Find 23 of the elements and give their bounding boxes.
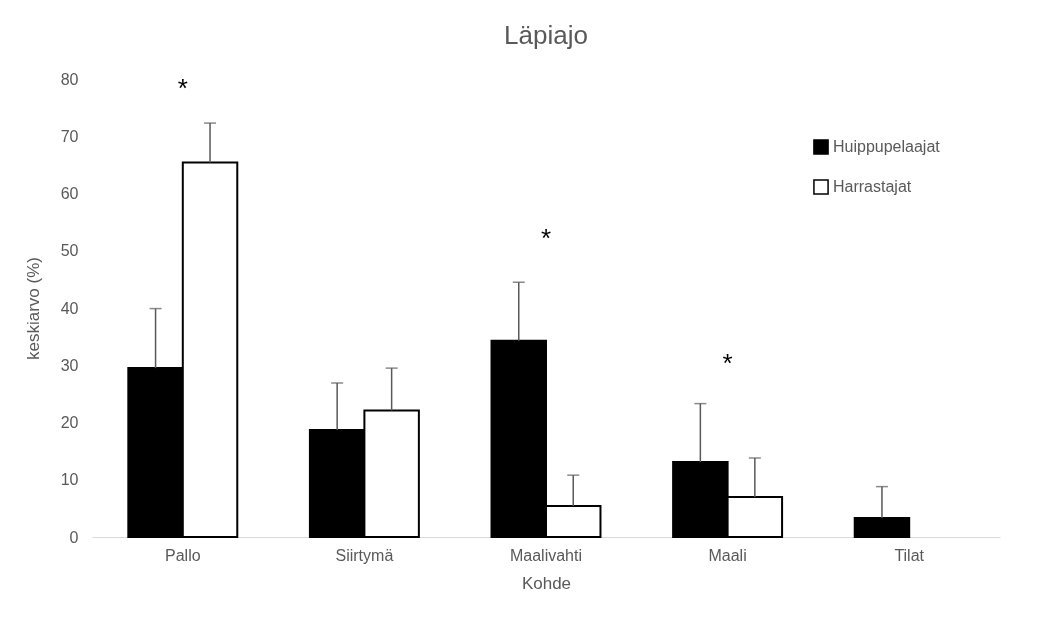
chart-title: Läpiajo: [504, 20, 588, 50]
y-tick-label: 0: [69, 528, 79, 546]
annotation: *: [722, 348, 733, 378]
x-tick-label: Maali: [708, 546, 747, 564]
y-tick-label: 50: [60, 242, 79, 260]
legend-label: Harrastajat: [833, 178, 912, 195]
y-tick-label: 60: [60, 185, 79, 202]
y-tick-label: 10: [60, 471, 79, 489]
x-tick-label: Tilat: [894, 546, 925, 564]
x-tick-label: Pallo: [165, 546, 201, 564]
y-tick-label: 70: [60, 127, 79, 145]
x-tick-label: Siirtymä: [335, 546, 394, 564]
y-axis-title: keskiarvo (%): [23, 257, 43, 360]
annotation: *: [540, 223, 552, 253]
x-tick-label: Maalivahti: [509, 546, 583, 564]
y-tick-label: 40: [60, 299, 79, 317]
legend-label: Huippupelaajat: [833, 138, 941, 155]
y-tick-label: 80: [60, 70, 79, 88]
annotation: *: [177, 73, 188, 103]
y-tick-label: 30: [60, 356, 79, 374]
x-axis-title: Kohde: [521, 573, 572, 593]
y-tick-label: 20: [60, 414, 79, 431]
bar: [853, 517, 911, 538]
